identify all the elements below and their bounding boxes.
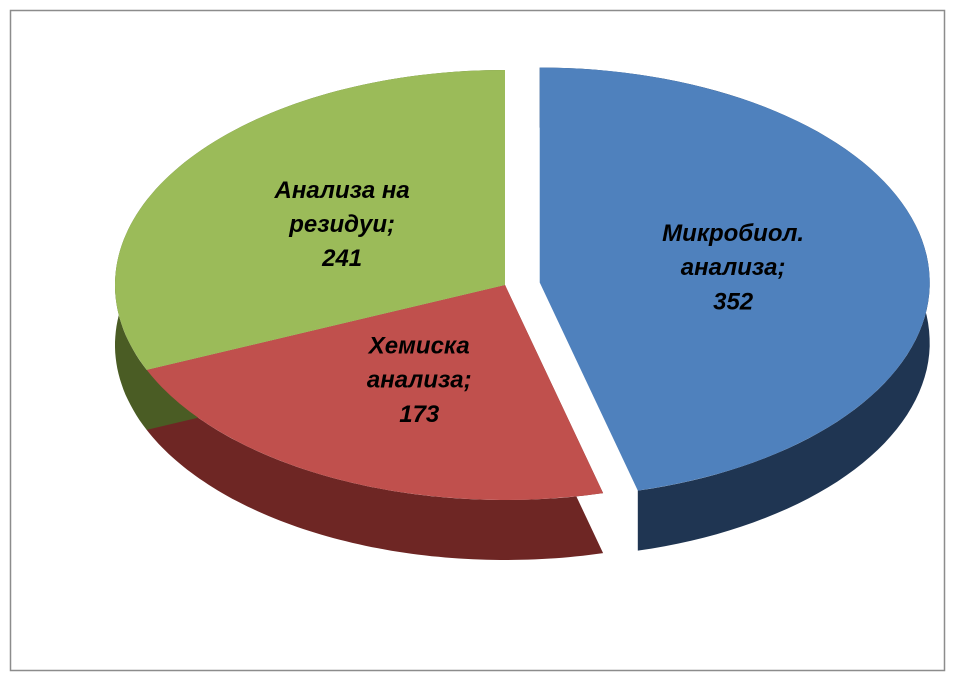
data-label-value: 241: [321, 245, 362, 272]
data-label-value: 352: [713, 288, 754, 315]
data-label-category: Анализа на резидуи;: [274, 177, 410, 238]
slice-tops: [114, 67, 930, 500]
slice: [539, 67, 930, 491]
slice: [114, 70, 506, 370]
label-line: анализа: [367, 367, 464, 394]
label-line: анализа: [681, 254, 778, 281]
label-separator: ;: [777, 254, 785, 281]
label-line: Микробиол.: [662, 220, 804, 247]
label-line: Хемиска: [367, 333, 470, 360]
label-line: резидуи: [288, 211, 387, 238]
slice: [146, 285, 604, 500]
label-line: Анализа на: [274, 177, 410, 204]
data-label-category: Микробиол. анализа;: [662, 220, 804, 281]
data-labels: Микробиол. анализа; 352 Хемиска анализа; 173 А…: [274, 177, 805, 428]
data-label-category: Хемиска анализа;: [367, 333, 472, 394]
slice-side: [146, 285, 604, 560]
label-separator: ;: [464, 367, 472, 394]
label-separator: ;: [387, 211, 395, 238]
data-label-value: 173: [399, 401, 440, 428]
